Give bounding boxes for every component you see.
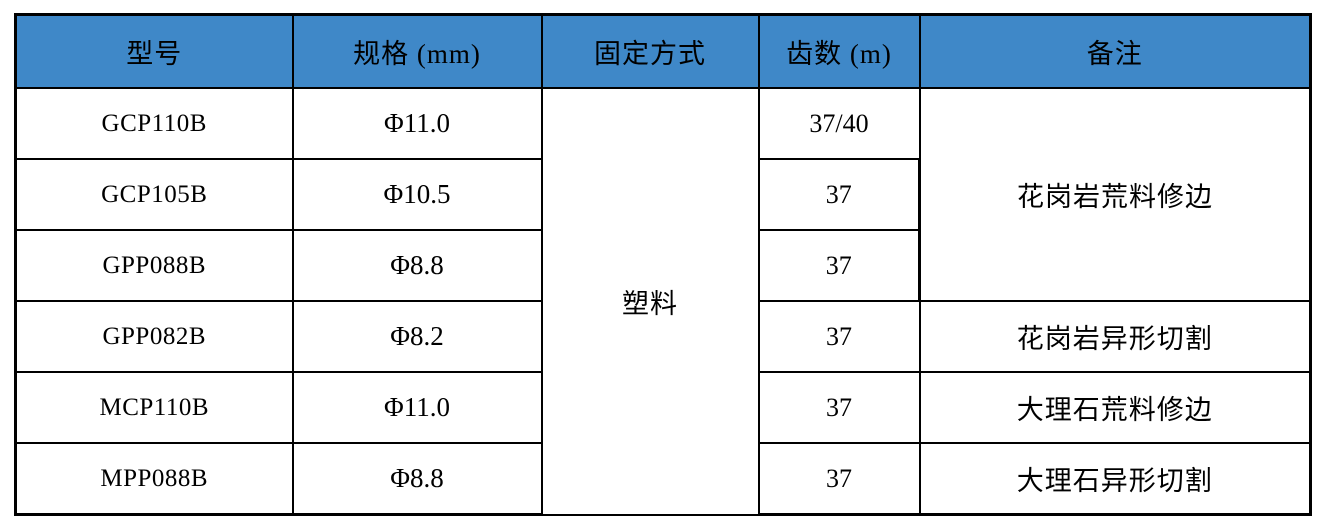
cell-model: MPP088B xyxy=(14,442,294,516)
cell-model: GCP105B xyxy=(14,158,294,231)
table-row: MCP110B Φ11.0 37 大理石荒料修边 xyxy=(14,371,1312,444)
column-header-teeth: 齿数 (m) xyxy=(757,13,921,89)
cell-teeth: 37 xyxy=(757,442,921,516)
table-header: 型号 规格 (mm) 固定方式 齿数 (m) 备注 xyxy=(14,13,1312,89)
cell-remark: 大理石荒料修边 xyxy=(918,371,1312,444)
cell-teeth: 37/40 xyxy=(757,87,921,160)
cell-model: GCP110B xyxy=(14,87,294,160)
cell-teeth: 37 xyxy=(757,300,921,373)
column-header-model: 型号 xyxy=(14,13,294,89)
cell-remark: 花岗岩异形切割 xyxy=(918,300,1312,373)
table-row: GCP110B Φ11.0 塑料 37/40 花岗岩荒料修边 xyxy=(14,87,1312,516)
column-header-fixing: 固定方式 xyxy=(540,13,760,89)
column-header-remark: 备注 xyxy=(918,13,1312,89)
cell-spec: Φ8.8 xyxy=(291,442,543,516)
cell-teeth: 37 xyxy=(757,229,921,302)
cell-model: GPP088B xyxy=(14,229,294,302)
column-header-spec: 规格 (mm) xyxy=(291,13,543,89)
cell-remark: 大理石异形切割 xyxy=(918,442,1312,516)
cell-spec: Φ8.8 xyxy=(291,229,543,302)
header-row: 型号 规格 (mm) 固定方式 齿数 (m) 备注 xyxy=(14,13,1312,89)
cell-spec: Φ8.2 xyxy=(291,300,543,373)
cell-model: MCP110B xyxy=(14,371,294,444)
cell-spec: Φ10.5 xyxy=(291,158,543,231)
table-row: GCP105B Φ10.5 37 xyxy=(14,158,1311,231)
table-row: GPP082B Φ8.2 37 花岗岩异形切割 xyxy=(14,300,1312,373)
table-body: GCP110B Φ11.0 塑料 37/40 花岗岩荒料修边 GCP105B Φ… xyxy=(14,87,1312,516)
cell-remark-merged: 花岗岩荒料修边 xyxy=(918,87,1312,302)
specification-table: 型号 规格 (mm) 固定方式 齿数 (m) 备注 GCP110B Φ11.0 … xyxy=(14,13,1312,516)
cell-model: GPP082B xyxy=(14,300,294,373)
cell-teeth: 37 xyxy=(757,158,921,231)
cell-spec: Φ11.0 xyxy=(291,87,543,160)
cell-teeth: 37 xyxy=(757,371,921,444)
cell-fixing-merged: 塑料 xyxy=(540,87,760,516)
cell-spec: Φ11.0 xyxy=(291,371,543,444)
table-row: GPP088B Φ8.8 37 xyxy=(14,229,1311,302)
